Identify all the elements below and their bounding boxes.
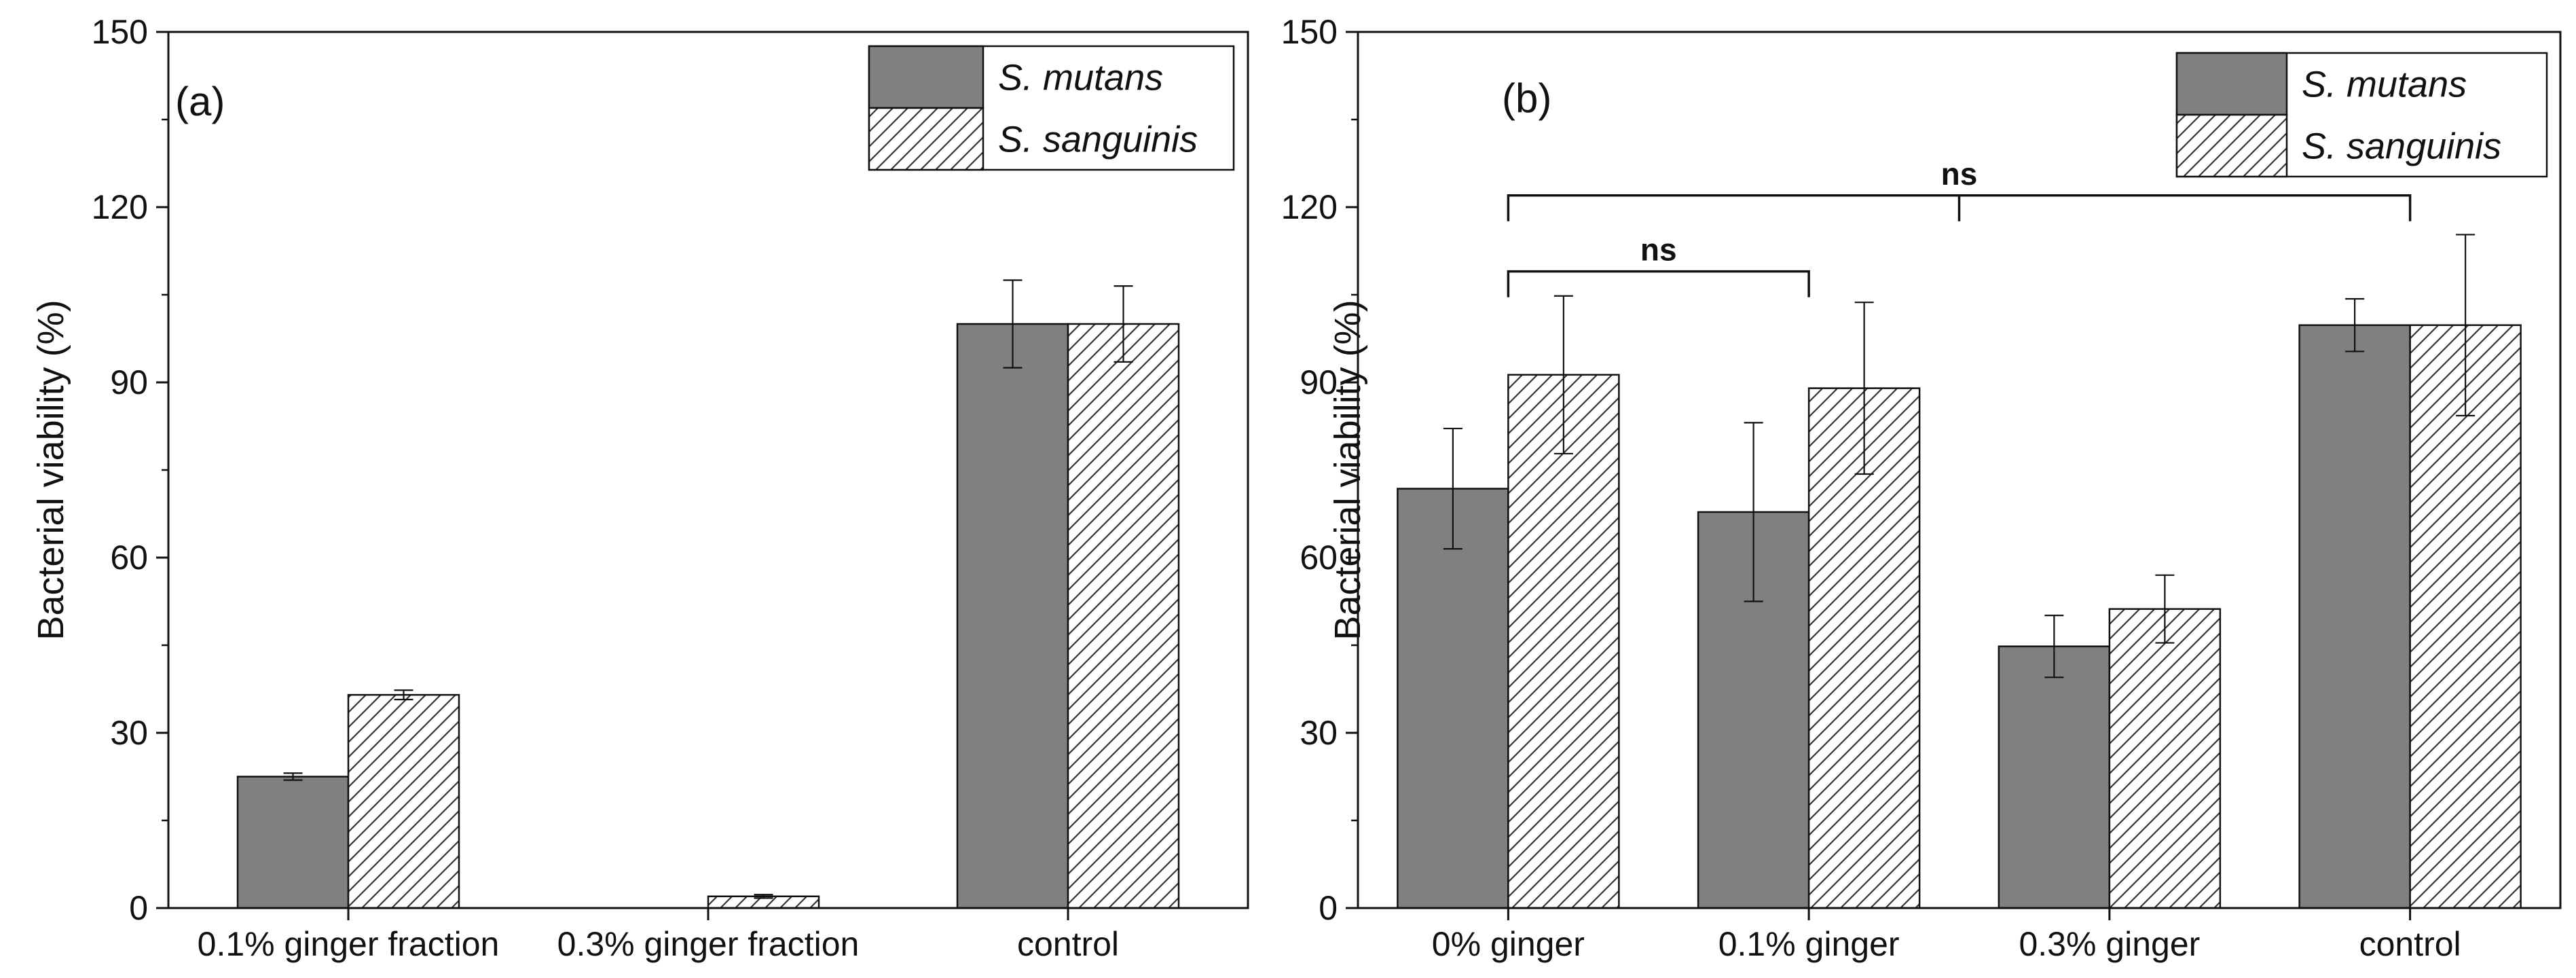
panel-a-category-label-2: control bbox=[1017, 925, 1119, 963]
panel-a-panel-label: (a) bbox=[175, 79, 225, 124]
panel-b-legend-swatch-0 bbox=[2175, 52, 2288, 116]
panel-a-legend-label-1: S. sanguinis bbox=[998, 120, 1198, 160]
panel-b-bar-s0-c0 bbox=[1397, 488, 1509, 909]
panel-a-y-axis-title: Bacterial viability (%) bbox=[31, 300, 71, 640]
panel-b-legend-label-1: S. sanguinis bbox=[2302, 126, 2501, 167]
panel-b-panel-label: (b) bbox=[1502, 75, 1551, 121]
panel-b-bar-s0-c2 bbox=[1998, 645, 2111, 909]
panel-a-legend-swatch-0 bbox=[868, 45, 985, 109]
panel-b-ytick-label-3: 90 bbox=[1300, 363, 1338, 401]
panel-a-bar-s1-c2 bbox=[1067, 323, 1180, 909]
panel-a-bar-s1-c0 bbox=[347, 693, 460, 909]
panel-b-significance-label-0: ns bbox=[1640, 232, 1677, 268]
panel-b-legend-swatch-1 bbox=[2175, 113, 2288, 178]
panel-b-category-label-0: 0% ginger bbox=[1432, 925, 1585, 963]
panel-b-category-label-2: 0.3% ginger bbox=[2019, 925, 2200, 963]
panel-b-bar-s1-c1 bbox=[1807, 387, 1921, 909]
panel-b-category-label-3: control bbox=[2359, 925, 2461, 963]
panel-a-ytick-label-2: 60 bbox=[110, 539, 148, 577]
panel-b-y-axis-title: Bacterial viability (%) bbox=[1327, 300, 1368, 640]
panel-a-ytick-label-3: 90 bbox=[110, 363, 148, 401]
panel-a-category-label-0: 0.1% ginger fraction bbox=[198, 925, 500, 963]
panel-b-bar-s1-c2 bbox=[2108, 608, 2222, 909]
panel-b-category-label-1: 0.1% ginger bbox=[1718, 925, 1900, 963]
panel-a-bar-s0-c0 bbox=[236, 776, 350, 909]
panel-a: 0 30 60 90 120 150 0.1% ginger fraction 0.3% gi… bbox=[31, 13, 1249, 963]
panel-b-ytick-label-2: 60 bbox=[1300, 539, 1338, 577]
panel-b-ytick-label-4: 120 bbox=[1281, 188, 1338, 226]
panel-b: 0 30 60 90 120 150 0% ginger 0.1% ginger 0.3% gi… bbox=[1281, 13, 2562, 963]
panel-a-legend-label-0: S. mutans bbox=[998, 58, 1163, 98]
panel-a-ytick-label-0: 0 bbox=[129, 889, 148, 927]
panel-b-legend-label-0: S. mutans bbox=[2302, 65, 2467, 105]
panel-a-bar-s0-c2 bbox=[956, 323, 1069, 909]
panel-b-significance-label-1: ns bbox=[1941, 156, 1978, 192]
panel-b-ytick-label-0: 0 bbox=[1319, 889, 1338, 927]
panel-b-bar-s1-c0 bbox=[1507, 374, 1620, 909]
panel-a-ytick-label-1: 30 bbox=[110, 714, 148, 752]
panel-a-ytick-label-4: 120 bbox=[92, 188, 148, 226]
panel-b-bar-s0-c3 bbox=[2298, 324, 2411, 909]
panel-b-significance-bracket-0 bbox=[1507, 270, 1810, 297]
panel-a-legend-swatch-1 bbox=[868, 107, 985, 171]
panel-a-category-label-1: 0.3% ginger fraction bbox=[557, 925, 860, 963]
panel-a-ytick-label-5: 150 bbox=[92, 13, 148, 51]
panel-b-ytick-label-5: 150 bbox=[1281, 13, 1338, 51]
panel-b-ytick-label-1: 30 bbox=[1300, 714, 1338, 752]
